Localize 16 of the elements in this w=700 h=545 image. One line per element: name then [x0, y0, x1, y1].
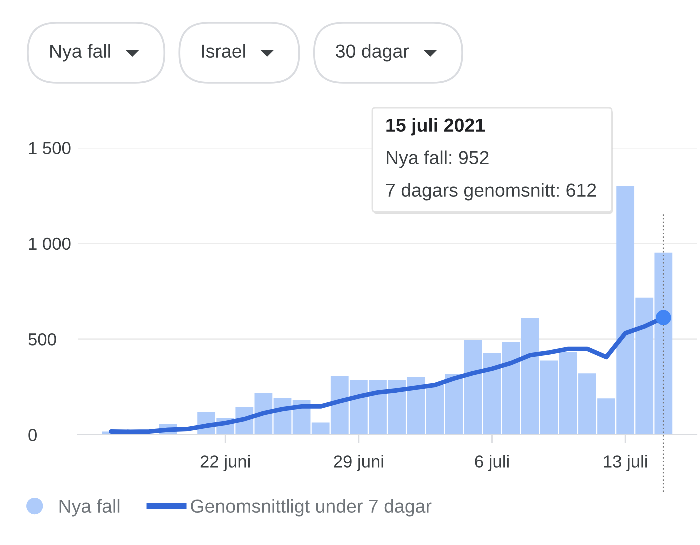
- y-tick-label: 1 000: [29, 238, 71, 250]
- text: Israel: [202, 44, 246, 58]
- x-tick-label: 29 juni: [334, 455, 384, 472]
- text: 15 juli 2021: [386, 118, 486, 136]
- y-tick-label: 1 500: [29, 142, 71, 154]
- y-tick-label: 0: [28, 429, 37, 442]
- y-tick-label: 500: [28, 334, 56, 346]
- legend-label: Nya fall: [60, 499, 120, 517]
- x-tick-label: 6 juli: [475, 455, 509, 472]
- x-tick-label: 22 juni: [200, 455, 250, 472]
- annotation: Nya fall: 952: [387, 150, 489, 168]
- x-tick-label: 13 juli: [604, 455, 648, 472]
- text: Nya fall: [50, 44, 110, 62]
- annotation: 7 dagars genomsnitt: 612: [386, 183, 596, 201]
- legend-label: Genomsnittligt under 7 dagar: [191, 499, 432, 517]
- text: 30 dagar: [336, 44, 410, 62]
